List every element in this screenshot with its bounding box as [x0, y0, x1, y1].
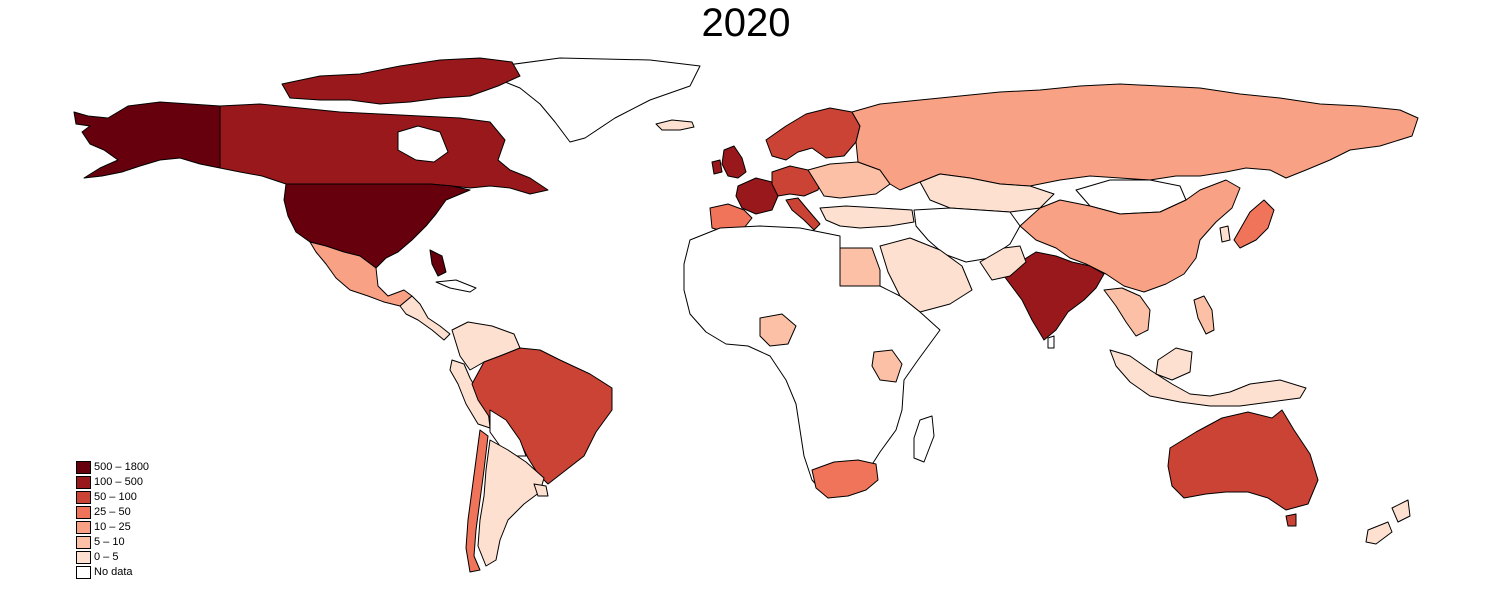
region-greenland: [469, 57, 701, 143]
region-alaska: [73, 101, 221, 179]
region-scandinavia: [765, 107, 861, 161]
legend-label: 5 – 10: [94, 536, 125, 548]
legend-swatch: [76, 461, 91, 474]
region-philippines: [1193, 295, 1215, 335]
region-tasmania: [1285, 513, 1297, 527]
region-pakistan: [979, 245, 1027, 281]
region-italy: [785, 197, 821, 231]
legend-item: 100 – 500: [76, 475, 149, 490]
region-south-africa: [811, 459, 879, 499]
region-canada: [219, 103, 549, 195]
legend-item: 0 – 5: [76, 550, 149, 565]
region-korea: [1219, 225, 1231, 243]
region-arabia: [879, 237, 973, 313]
map-legend: 500 – 1800 100 – 500 50 – 100 25 – 50 10…: [76, 460, 149, 580]
region-usa: [283, 183, 471, 269]
region-ireland: [711, 159, 723, 175]
region-russia: [851, 83, 1419, 191]
region-sri-lanka: [1047, 335, 1055, 349]
region-cuba: [435, 279, 477, 293]
region-madagascar: [913, 415, 935, 463]
legend-swatch: [76, 521, 91, 534]
region-argentina: [477, 439, 545, 567]
legend-label: 50 – 100: [94, 491, 137, 503]
legend-label: 0 – 5: [94, 551, 119, 563]
legend-swatch: [76, 491, 91, 504]
legend-swatch: [76, 476, 91, 489]
region-chile: [465, 429, 489, 573]
legend-label: 10 – 25: [94, 521, 131, 533]
legend-swatch: [76, 551, 91, 564]
legend-item: 500 – 1800: [76, 460, 149, 475]
legend-label: No data: [94, 566, 133, 578]
region-new-zealand: [1391, 499, 1411, 523]
region-central-america: [399, 295, 451, 341]
region-india: [1003, 251, 1105, 341]
region-borneo: [1155, 347, 1193, 381]
region-indonesia: [1109, 349, 1307, 407]
region-eastern-europe: [807, 161, 891, 199]
region-iceland: [655, 119, 695, 131]
legend-swatch: [76, 536, 91, 549]
region-australia: [1167, 409, 1319, 511]
region-france: [735, 177, 779, 215]
legend-swatch: [76, 566, 91, 579]
region-uk: [721, 145, 747, 179]
region-china: [1019, 179, 1241, 293]
region-kazakhstan: [919, 173, 1055, 213]
region-egypt: [839, 247, 881, 287]
legend-label: 100 – 500: [94, 476, 143, 488]
region-hudson-bay: [397, 125, 449, 163]
legend-item: 5 – 10: [76, 535, 149, 550]
region-central-europe: [771, 165, 823, 197]
legend-label: 25 – 50: [94, 506, 131, 518]
region-florida: [429, 249, 447, 277]
region-nigeria: [759, 313, 797, 347]
region-turkey: [819, 205, 915, 229]
legend-item: 25 – 50: [76, 505, 149, 520]
legend-item: 50 – 100: [76, 490, 149, 505]
legend-item: No data: [76, 565, 149, 580]
region-japan: [1233, 199, 1275, 249]
region-southeast-asia: [1103, 287, 1151, 337]
region-kenya: [871, 349, 903, 383]
legend-swatch: [76, 506, 91, 519]
region-uruguay: [533, 483, 549, 497]
map-title: 2020: [701, 1, 791, 45]
legend-label: 500 – 1800: [94, 461, 150, 473]
legend-item: 10 – 25: [76, 520, 149, 535]
region-new-zealand-south: [1365, 521, 1393, 545]
region-canada-arctic: [281, 57, 521, 105]
region-spain: [709, 203, 753, 233]
